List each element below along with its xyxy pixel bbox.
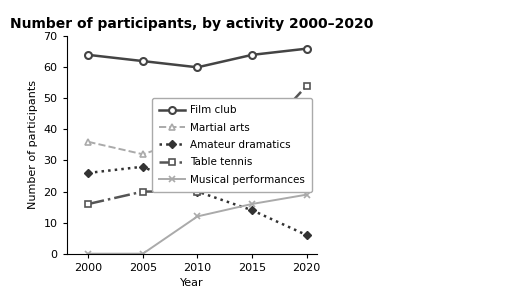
Film club [249, 53, 255, 57]
Amateur dramatics [195, 190, 201, 193]
Table tennis [140, 190, 146, 193]
Martial arts [249, 146, 255, 150]
Legend: Film club, Martial arts, Amateur dramatics, Table tennis, Musical performances: Film club, Martial arts, Amateur dramati… [152, 98, 312, 192]
Amateur dramatics [304, 233, 310, 237]
Table tennis [304, 84, 310, 88]
Line: Musical performances: Musical performances [85, 191, 310, 257]
Film club [86, 53, 92, 57]
Amateur dramatics [86, 171, 92, 175]
Title: Number of participants, by activity 2000–2020: Number of participants, by activity 2000… [10, 17, 374, 31]
Musical performances [195, 215, 201, 218]
Musical performances [86, 252, 92, 255]
Line: Amateur dramatics: Amateur dramatics [86, 164, 309, 238]
Amateur dramatics [249, 208, 255, 212]
Table tennis [195, 190, 201, 193]
Line: Martial arts: Martial arts [85, 132, 310, 158]
X-axis label: Year: Year [180, 278, 204, 288]
Film club [304, 47, 310, 50]
Film club [140, 59, 146, 63]
Table tennis [86, 202, 92, 206]
Line: Film club: Film club [85, 45, 310, 71]
Martial arts [140, 153, 146, 156]
Musical performances [249, 202, 255, 206]
Table tennis [249, 143, 255, 147]
Y-axis label: Number of participants: Number of participants [28, 80, 38, 210]
Martial arts [195, 134, 201, 137]
Martial arts [304, 140, 310, 144]
Film club [195, 66, 201, 69]
Line: Table tennis: Table tennis [85, 82, 310, 207]
Amateur dramatics [140, 165, 146, 169]
Musical performances [304, 193, 310, 197]
Musical performances [140, 252, 146, 255]
Martial arts [86, 140, 92, 144]
